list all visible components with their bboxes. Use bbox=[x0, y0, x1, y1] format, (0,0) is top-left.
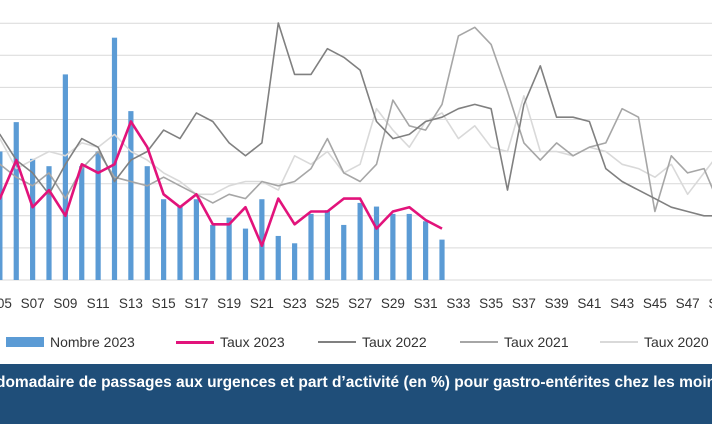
bar-s06 bbox=[13, 122, 19, 280]
x-tick-label-s19: S19 bbox=[217, 296, 241, 311]
legend-label: Taux 2020 bbox=[644, 334, 709, 350]
legend-label: Nombre 2023 bbox=[50, 334, 135, 350]
bar-s28 bbox=[373, 206, 380, 280]
bar-s23 bbox=[292, 243, 298, 280]
x-tick-label-s23: S23 bbox=[283, 296, 307, 311]
legend-swatch bbox=[6, 337, 44, 347]
x-tick-label-s17: S17 bbox=[184, 296, 208, 311]
bar-s26 bbox=[341, 224, 347, 280]
x-tick-label-s41: S41 bbox=[577, 296, 601, 311]
x-tick-label-s47: S47 bbox=[676, 296, 700, 311]
legend-label: Taux 2023 bbox=[220, 334, 285, 350]
bar-s19 bbox=[226, 217, 232, 280]
bar-s12 bbox=[111, 37, 118, 280]
x-tick-label-s35: S35 bbox=[479, 296, 503, 311]
bar-s16 bbox=[177, 206, 183, 280]
x-tick-label-s11: S11 bbox=[87, 296, 110, 311]
x-tick-label-s27: S27 bbox=[348, 296, 372, 311]
x-tick-label-s39: S39 bbox=[545, 296, 569, 311]
x-tick-label-s07: S07 bbox=[21, 296, 45, 311]
x-tick-label-s05: S05 bbox=[0, 296, 12, 311]
x-tick-label-s13: S13 bbox=[119, 296, 143, 311]
bar-s14 bbox=[144, 166, 150, 280]
chart-area: S05 S07 S09 S11 S13 S15 S17 S19 S21 S23 S25 S27 S29 S… bbox=[0, 22, 712, 311]
bar-s10 bbox=[79, 166, 85, 280]
bar-s29 bbox=[390, 213, 396, 280]
legend-swatch bbox=[318, 341, 356, 343]
x-tick-label-s37: S37 bbox=[512, 296, 536, 311]
x-tick-label-s33: S33 bbox=[446, 296, 470, 311]
line-taux-2020 bbox=[0, 95, 712, 196]
bottom-margin bbox=[0, 424, 712, 440]
bar-s27 bbox=[357, 202, 363, 280]
caption-text: domadaire de passages aux urgences et pa… bbox=[0, 374, 712, 391]
bar-s05 bbox=[0, 151, 3, 280]
legend-item-taux-2020: Taux 2020 bbox=[600, 326, 709, 358]
legend-item-taux-2022: Taux 2022 bbox=[318, 326, 427, 358]
bar-s18 bbox=[210, 224, 216, 280]
bar-s21 bbox=[259, 199, 265, 280]
legend-item-taux-2023: Taux 2023 bbox=[176, 326, 285, 358]
legend-swatch bbox=[460, 341, 498, 343]
bar-s15 bbox=[161, 199, 167, 280]
bar-s30 bbox=[406, 213, 412, 280]
legend-label: Taux 2021 bbox=[504, 334, 569, 350]
bar-s11 bbox=[95, 151, 101, 280]
x-tick-label-s29: S29 bbox=[381, 296, 405, 311]
x-tick-label-s25: S25 bbox=[315, 296, 339, 311]
legend-swatch bbox=[176, 340, 214, 344]
bar-s31 bbox=[423, 221, 429, 280]
line-taux-2022 bbox=[0, 22, 712, 217]
bar-s24 bbox=[308, 213, 314, 280]
legend-item-taux-2021: Taux 2021 bbox=[460, 326, 569, 358]
legend-swatch bbox=[600, 341, 638, 343]
bar-s09 bbox=[62, 74, 68, 281]
figure-caption: domadaire de passages aux urgences et pa… bbox=[0, 364, 712, 424]
bar-s22 bbox=[275, 235, 281, 280]
x-tick-label-s49: S49 bbox=[708, 296, 712, 311]
x-tick-label-s31: S31 bbox=[414, 296, 438, 311]
bar-s25 bbox=[324, 210, 330, 280]
legend-item-nombre-2023: Nombre 2023 bbox=[6, 326, 135, 358]
bar-s08 bbox=[46, 166, 52, 280]
legend-label: Taux 2022 bbox=[362, 334, 427, 350]
x-tick-label-s21: S21 bbox=[250, 296, 274, 311]
chart-legend: Nombre 2023 Taux 2023 Taux 2022 Taux 202… bbox=[0, 326, 712, 358]
bar-s17 bbox=[193, 199, 199, 280]
x-tick-label-s45: S45 bbox=[643, 296, 667, 311]
bar-s32 bbox=[439, 239, 445, 280]
x-tick-label-s15: S15 bbox=[152, 296, 176, 311]
bar-s13 bbox=[128, 111, 134, 280]
line-taux-2023 bbox=[0, 120, 443, 247]
x-tick-label-s09: S09 bbox=[53, 296, 77, 311]
bar-s07 bbox=[30, 158, 36, 280]
bar-s20 bbox=[242, 228, 249, 280]
x-tick-label-s43: S43 bbox=[610, 296, 634, 311]
